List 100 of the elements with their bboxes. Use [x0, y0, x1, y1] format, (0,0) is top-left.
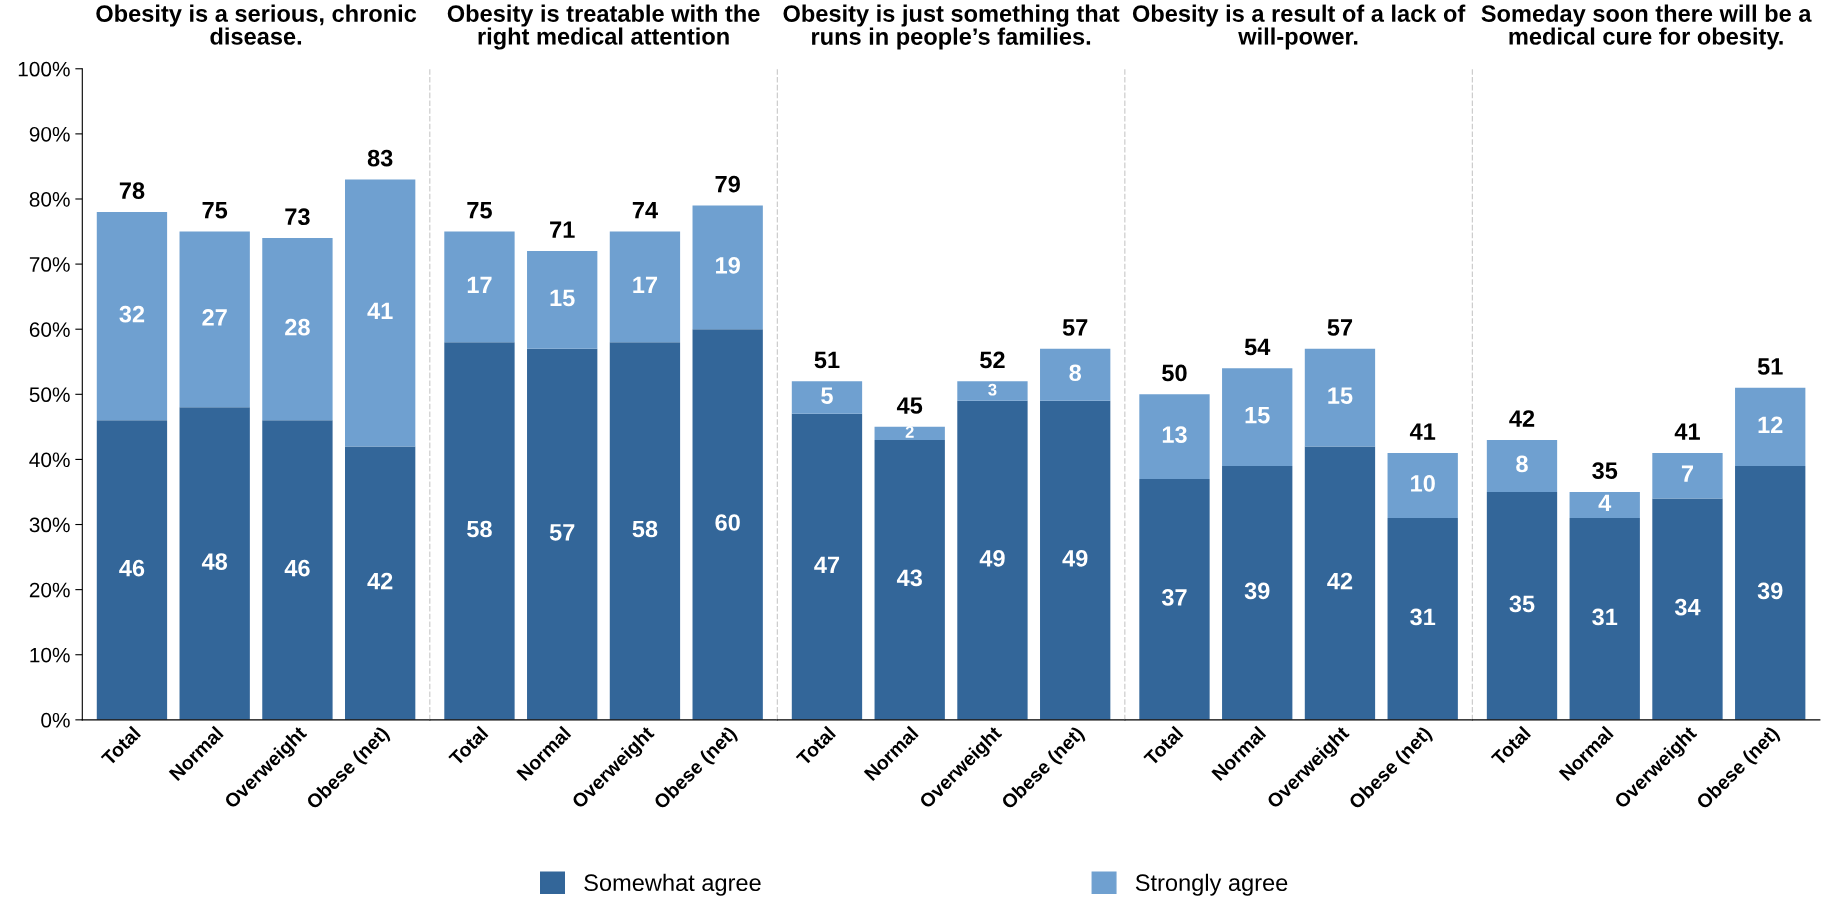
total-label: 41 — [1409, 423, 1436, 440]
chart-title: Obesity is a serious, chronic disease. — [96, 4, 417, 45]
total-label: 42 — [1509, 410, 1535, 427]
total-label: 51 — [814, 351, 840, 369]
bar — [791, 413, 863, 720]
data-label: 27 — [202, 309, 227, 326]
data-label: 28 — [285, 318, 310, 336]
y-tick-label: 0% — [41, 712, 70, 728]
y-tick-label: 70% — [29, 257, 70, 272]
y-tick-label: 40% — [29, 452, 70, 468]
legend-label: Somewhat agree — [584, 873, 761, 896]
bar — [262, 238, 333, 421]
data-label: 57 — [549, 524, 575, 541]
data-label: 46 — [284, 559, 310, 577]
bar — [1040, 348, 1111, 401]
bar — [1652, 498, 1723, 720]
bar — [1486, 439, 1558, 492]
bar — [527, 251, 598, 349]
data-label: 58 — [632, 520, 658, 538]
bar — [1387, 518, 1458, 720]
data-label: 49 — [979, 549, 1005, 567]
data-label: 12 — [1758, 416, 1783, 433]
total-label: 71 — [550, 221, 575, 238]
data-label: 2 — [905, 426, 914, 438]
data-label: 39 — [1757, 582, 1783, 600]
data-label: 31 — [1410, 608, 1436, 626]
bar — [791, 381, 863, 414]
bar — [1735, 465, 1806, 720]
total-label: 83 — [367, 149, 393, 167]
chart-title: Obesity is a result of a lack of will-power. — [1132, 4, 1466, 50]
data-label: 35 — [1509, 595, 1535, 613]
bar — [444, 231, 515, 343]
bar — [1139, 478, 1210, 720]
data-label: 17 — [633, 276, 658, 293]
data-label: 43 — [896, 569, 922, 587]
data-label: 4 — [1598, 494, 1612, 512]
data-label: 8 — [1516, 455, 1528, 473]
total-label: 74 — [632, 202, 658, 219]
data-label: 15 — [1245, 406, 1270, 424]
data-label: 19 — [716, 256, 740, 274]
data-label: 8 — [1069, 364, 1082, 382]
data-label: 39 — [1244, 582, 1270, 600]
bar — [874, 439, 945, 720]
bar — [874, 426, 945, 440]
data-label: 49 — [1062, 549, 1088, 567]
bar — [1222, 368, 1293, 466]
bar — [179, 407, 250, 720]
y-tick-label: 60% — [29, 322, 70, 337]
chart-title: Obesity is just something that runs in people’s families. — [783, 4, 1120, 50]
total-label: 35 — [1592, 462, 1618, 479]
total-label: 57 — [1327, 319, 1353, 336]
data-label: 7 — [1681, 465, 1693, 482]
y-tick-label: 50% — [29, 387, 70, 403]
bar — [1304, 348, 1376, 447]
total-label: 54 — [1244, 338, 1271, 356]
bar — [1569, 491, 1640, 519]
data-label: 42 — [1327, 572, 1353, 590]
bar — [1040, 400, 1111, 720]
bar — [1735, 387, 1806, 466]
data-label: 41 — [367, 302, 393, 320]
chart-title: Someday soon there will be a medical cure for obesity. — [1481, 4, 1812, 50]
data-label: 58 — [467, 520, 492, 538]
data-label: 17 — [467, 276, 492, 293]
bar — [957, 381, 1028, 401]
total-label: 79 — [715, 175, 740, 193]
y-tick-label: 90% — [29, 126, 70, 142]
bar — [957, 400, 1028, 720]
total-label: 57 — [1062, 319, 1088, 336]
bar — [1652, 452, 1723, 499]
bar — [609, 342, 681, 720]
bar — [345, 179, 416, 447]
data-label: 47 — [814, 556, 840, 573]
bar — [1222, 465, 1293, 720]
data-label: 15 — [550, 289, 575, 307]
y-tick-label: 20% — [29, 582, 70, 598]
data-label: 42 — [367, 572, 393, 590]
bar — [1387, 452, 1458, 519]
y-tick-label: 100% — [18, 61, 70, 77]
data-label: 60 — [715, 514, 740, 531]
data-label: 48 — [201, 553, 228, 570]
data-label: 31 — [1592, 608, 1618, 626]
bar — [345, 446, 416, 720]
data-label: 46 — [119, 559, 145, 577]
data-label: 5 — [821, 387, 833, 404]
data-label: 13 — [1162, 426, 1187, 443]
bar — [609, 231, 681, 343]
bar — [1139, 394, 1210, 479]
bar — [1304, 446, 1376, 720]
total-label: 78 — [119, 182, 145, 200]
bar — [96, 420, 168, 720]
chart-title: Obesity is treatable with the right medical attention — [447, 4, 760, 50]
total-label: 50 — [1162, 364, 1187, 382]
bar — [444, 342, 515, 720]
total-label: 73 — [285, 208, 310, 226]
total-label: 51 — [1757, 358, 1783, 375]
bar — [262, 420, 333, 720]
data-label: 10 — [1411, 475, 1435, 492]
legend-label: Strongly agree — [1135, 873, 1288, 896]
bar — [1569, 518, 1640, 720]
bar — [692, 205, 763, 330]
